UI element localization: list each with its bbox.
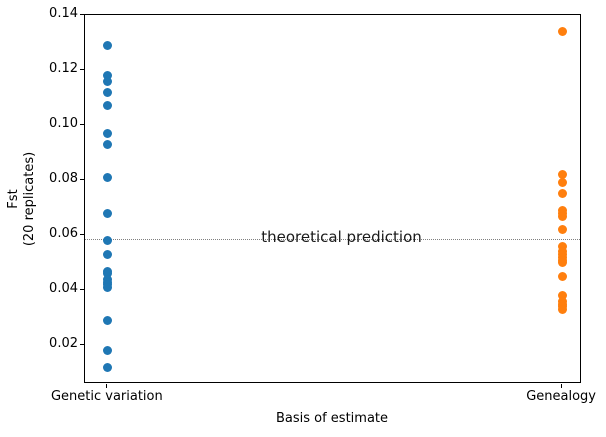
y-tick-label: 0.04 xyxy=(49,281,78,297)
y-axis-label-line1: Fst xyxy=(6,189,21,209)
data-point-genealogy xyxy=(557,189,567,199)
y-tick-label: 0.08 xyxy=(49,171,78,187)
data-point-genetic-variation xyxy=(103,236,113,246)
plot-area: theoretical prediction xyxy=(84,14,581,383)
theoretical-prediction-label: theoretical prediction xyxy=(261,228,422,247)
data-point-genealogy xyxy=(557,258,567,268)
data-point-genealogy xyxy=(557,178,567,188)
data-point-genealogy xyxy=(557,27,567,37)
data-point-genetic-variation xyxy=(103,40,113,50)
data-point-genetic-variation xyxy=(103,250,113,260)
x-tick-mark xyxy=(560,384,562,388)
data-point-genetic-variation xyxy=(103,362,113,372)
y-tick-label: 0.10 xyxy=(49,116,78,132)
x-tick-label-genetic-variation: Genetic variation xyxy=(50,389,163,404)
data-point-genetic-variation xyxy=(103,101,113,111)
x-tick-mark xyxy=(106,384,108,388)
y-tick-label: 0.12 xyxy=(49,61,78,77)
data-point-genetic-variation xyxy=(103,346,113,356)
y-tick-label: 0.14 xyxy=(49,6,78,21)
data-point-genetic-variation xyxy=(103,208,113,218)
data-point-genetic-variation xyxy=(103,269,113,279)
y-tick-mark xyxy=(80,13,84,15)
y-tick-mark xyxy=(80,343,84,345)
theoretical-prediction-line xyxy=(85,238,580,240)
data-point-genetic-variation xyxy=(103,139,113,149)
x-tick-label-genealogy: Genealogy xyxy=(526,389,596,404)
data-point-genealogy xyxy=(557,291,567,301)
data-point-genetic-variation xyxy=(103,316,113,326)
y-tick-mark xyxy=(80,178,84,180)
data-point-genealogy xyxy=(557,305,567,315)
data-point-genetic-variation xyxy=(103,71,113,81)
y-tick-label: 0.06 xyxy=(49,226,78,242)
data-point-genealogy xyxy=(557,211,567,221)
data-point-genetic-variation xyxy=(103,283,113,293)
data-point-genealogy xyxy=(557,225,567,235)
data-point-genetic-variation xyxy=(103,76,113,86)
data-point-genetic-variation xyxy=(103,87,113,97)
x-axis-label: Basis of estimate xyxy=(275,411,389,426)
y-tick-mark xyxy=(80,68,84,70)
y-tick-mark xyxy=(80,123,84,125)
y-tick-label: 0.02 xyxy=(49,336,78,352)
data-point-genetic-variation xyxy=(103,128,113,138)
data-point-genealogy xyxy=(557,170,567,180)
data-point-genealogy xyxy=(557,241,567,251)
data-point-genetic-variation xyxy=(103,172,113,182)
y-tick-mark xyxy=(80,233,84,235)
y-tick-mark xyxy=(80,288,84,290)
data-point-genealogy xyxy=(557,272,567,282)
